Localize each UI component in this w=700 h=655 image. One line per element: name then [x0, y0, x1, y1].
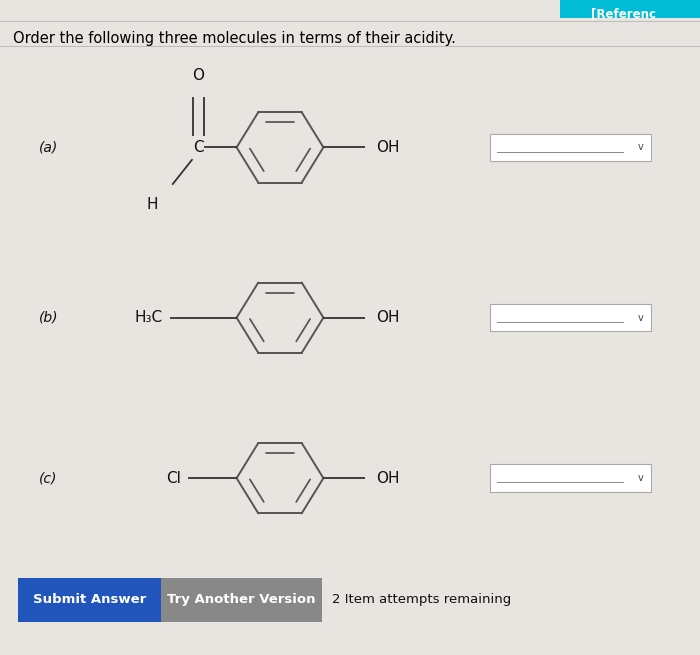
Text: v: v	[638, 142, 643, 153]
Text: H₃C: H₃C	[135, 310, 163, 325]
FancyBboxPatch shape	[490, 304, 651, 331]
Text: v: v	[638, 312, 643, 323]
Text: (a): (a)	[38, 140, 57, 155]
Text: (c): (c)	[38, 471, 57, 485]
Text: [Referenc: [Referenc	[592, 8, 657, 21]
Text: Try Another Version: Try Another Version	[167, 593, 316, 607]
Text: 2 Item attempts remaining: 2 Item attempts remaining	[332, 593, 512, 607]
Text: Cl: Cl	[166, 471, 181, 485]
Text: OH: OH	[376, 140, 400, 155]
Text: (b): (b)	[38, 310, 58, 325]
FancyBboxPatch shape	[490, 464, 651, 492]
Text: H: H	[147, 197, 158, 212]
FancyBboxPatch shape	[560, 0, 700, 18]
Text: Order the following three molecules in terms of their acidity.: Order the following three molecules in t…	[13, 31, 456, 46]
Text: O: O	[192, 68, 204, 83]
Text: OH: OH	[376, 471, 400, 485]
Text: Submit Answer: Submit Answer	[33, 593, 146, 607]
Text: C: C	[193, 140, 204, 155]
Text: OH: OH	[376, 310, 400, 325]
Text: v: v	[638, 473, 643, 483]
FancyBboxPatch shape	[18, 578, 161, 622]
FancyBboxPatch shape	[490, 134, 651, 161]
FancyBboxPatch shape	[161, 578, 322, 622]
